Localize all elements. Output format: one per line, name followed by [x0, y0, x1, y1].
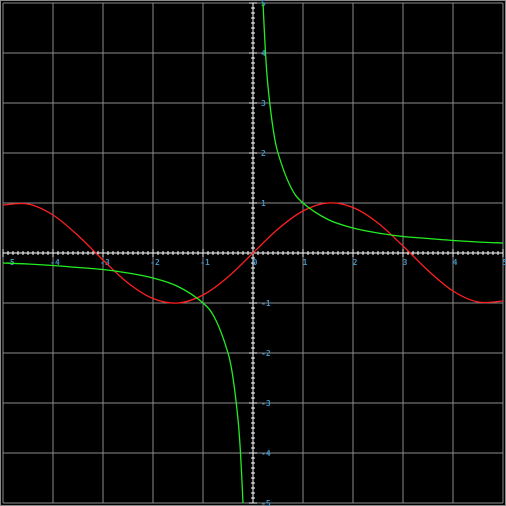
y-tick-label: -5 [261, 499, 271, 506]
x-tick-label: -5 [5, 258, 15, 267]
y-tick-label: -1 [261, 299, 271, 308]
y-tick-label: -4 [261, 449, 271, 458]
y-tick-label: -2 [261, 349, 271, 358]
y-tick-label: -3 [261, 399, 271, 408]
x-tick-label: -2 [150, 258, 160, 267]
series-2-line [262, 2, 504, 244]
x-tick-label: 0 [253, 258, 258, 267]
series-1-line [2, 202, 504, 304]
x-tick-label: -4 [50, 258, 60, 267]
y-tick-label: 2 [261, 149, 266, 158]
series-2-line [2, 262, 244, 504]
y-tick-label: 4 [261, 49, 266, 58]
x-tick-label: 5 [503, 258, 506, 267]
x-tick-label: 4 [453, 258, 458, 267]
y-tick-label: 1 [261, 199, 266, 208]
x-tick-label: 3 [403, 258, 408, 267]
x-tick-label: 1 [303, 258, 308, 267]
x-tick-label: 2 [353, 258, 358, 267]
y-tick-label: 3 [261, 99, 266, 108]
x-tick-label: -1 [200, 258, 210, 267]
